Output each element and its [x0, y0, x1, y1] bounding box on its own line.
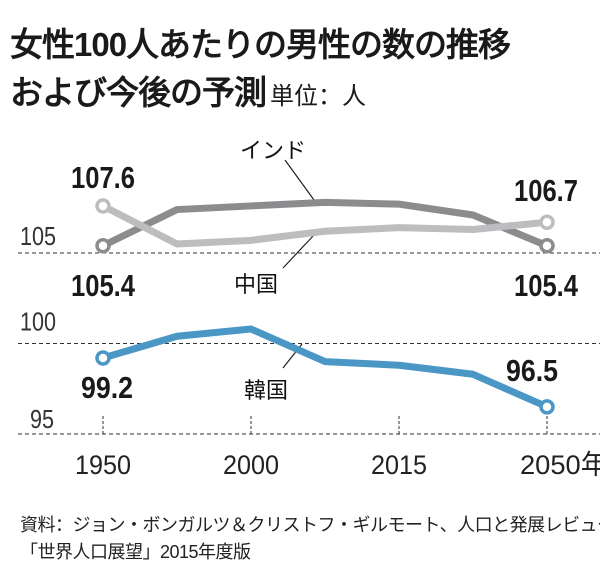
source-note-line2: 「世界人口展望」2015年度版	[20, 542, 251, 562]
source-note-line1: 資料：ジョン・ボンガルツ＆クリストフ・ギルモート、人口と発展レビュー	[20, 515, 600, 535]
chart-title-line1: 女性100人あたりの男性の数の推移	[10, 26, 511, 63]
x-tick-label: 2015	[371, 450, 427, 480]
data-label-india-end: 105.4	[514, 268, 579, 303]
data-point-china-start	[95, 198, 111, 214]
data-point-india-start	[95, 238, 111, 254]
series-label-korea: 韓国	[244, 378, 288, 403]
data-label-korea-end: 96.5	[506, 353, 558, 388]
data-point-china-end	[539, 214, 555, 230]
leader-line-china	[282, 234, 315, 269]
x-tick-label: 2000	[223, 450, 279, 480]
data-label-china-start: 107.6	[71, 160, 135, 195]
chart-title-line2-text: および今後の予測	[10, 74, 267, 111]
data-point-india-end	[539, 238, 555, 254]
data-label-india-start: 105.4	[71, 268, 136, 303]
x-tick-label: 2050年	[520, 450, 600, 480]
line-chart: 95 100 105 1950 2000 2015 2050年 インド 中国 韓国 107…	[18, 138, 600, 480]
y-tick-label: 100	[20, 307, 56, 337]
chart-title-line2: および今後の予測 単位：人	[10, 66, 366, 114]
data-point-korea-end	[539, 399, 555, 415]
y-tick-label: 105	[20, 221, 56, 251]
x-tick-label: 1950	[75, 450, 131, 480]
series-line-korea	[102, 325, 549, 411]
series-label-india: インド	[240, 138, 306, 163]
series-line-china	[101, 202, 548, 248]
unit-label: 単位：人	[270, 83, 366, 110]
series-line-india	[101, 198, 549, 249]
data-label-korea-start: 99.2	[81, 370, 133, 405]
y-tick-label: 95	[30, 404, 54, 434]
leader-line-india	[284, 159, 315, 201]
series-label-china: 中国	[234, 272, 278, 297]
data-label-china-end: 106.7	[514, 173, 578, 208]
data-point-korea-start	[95, 350, 111, 366]
